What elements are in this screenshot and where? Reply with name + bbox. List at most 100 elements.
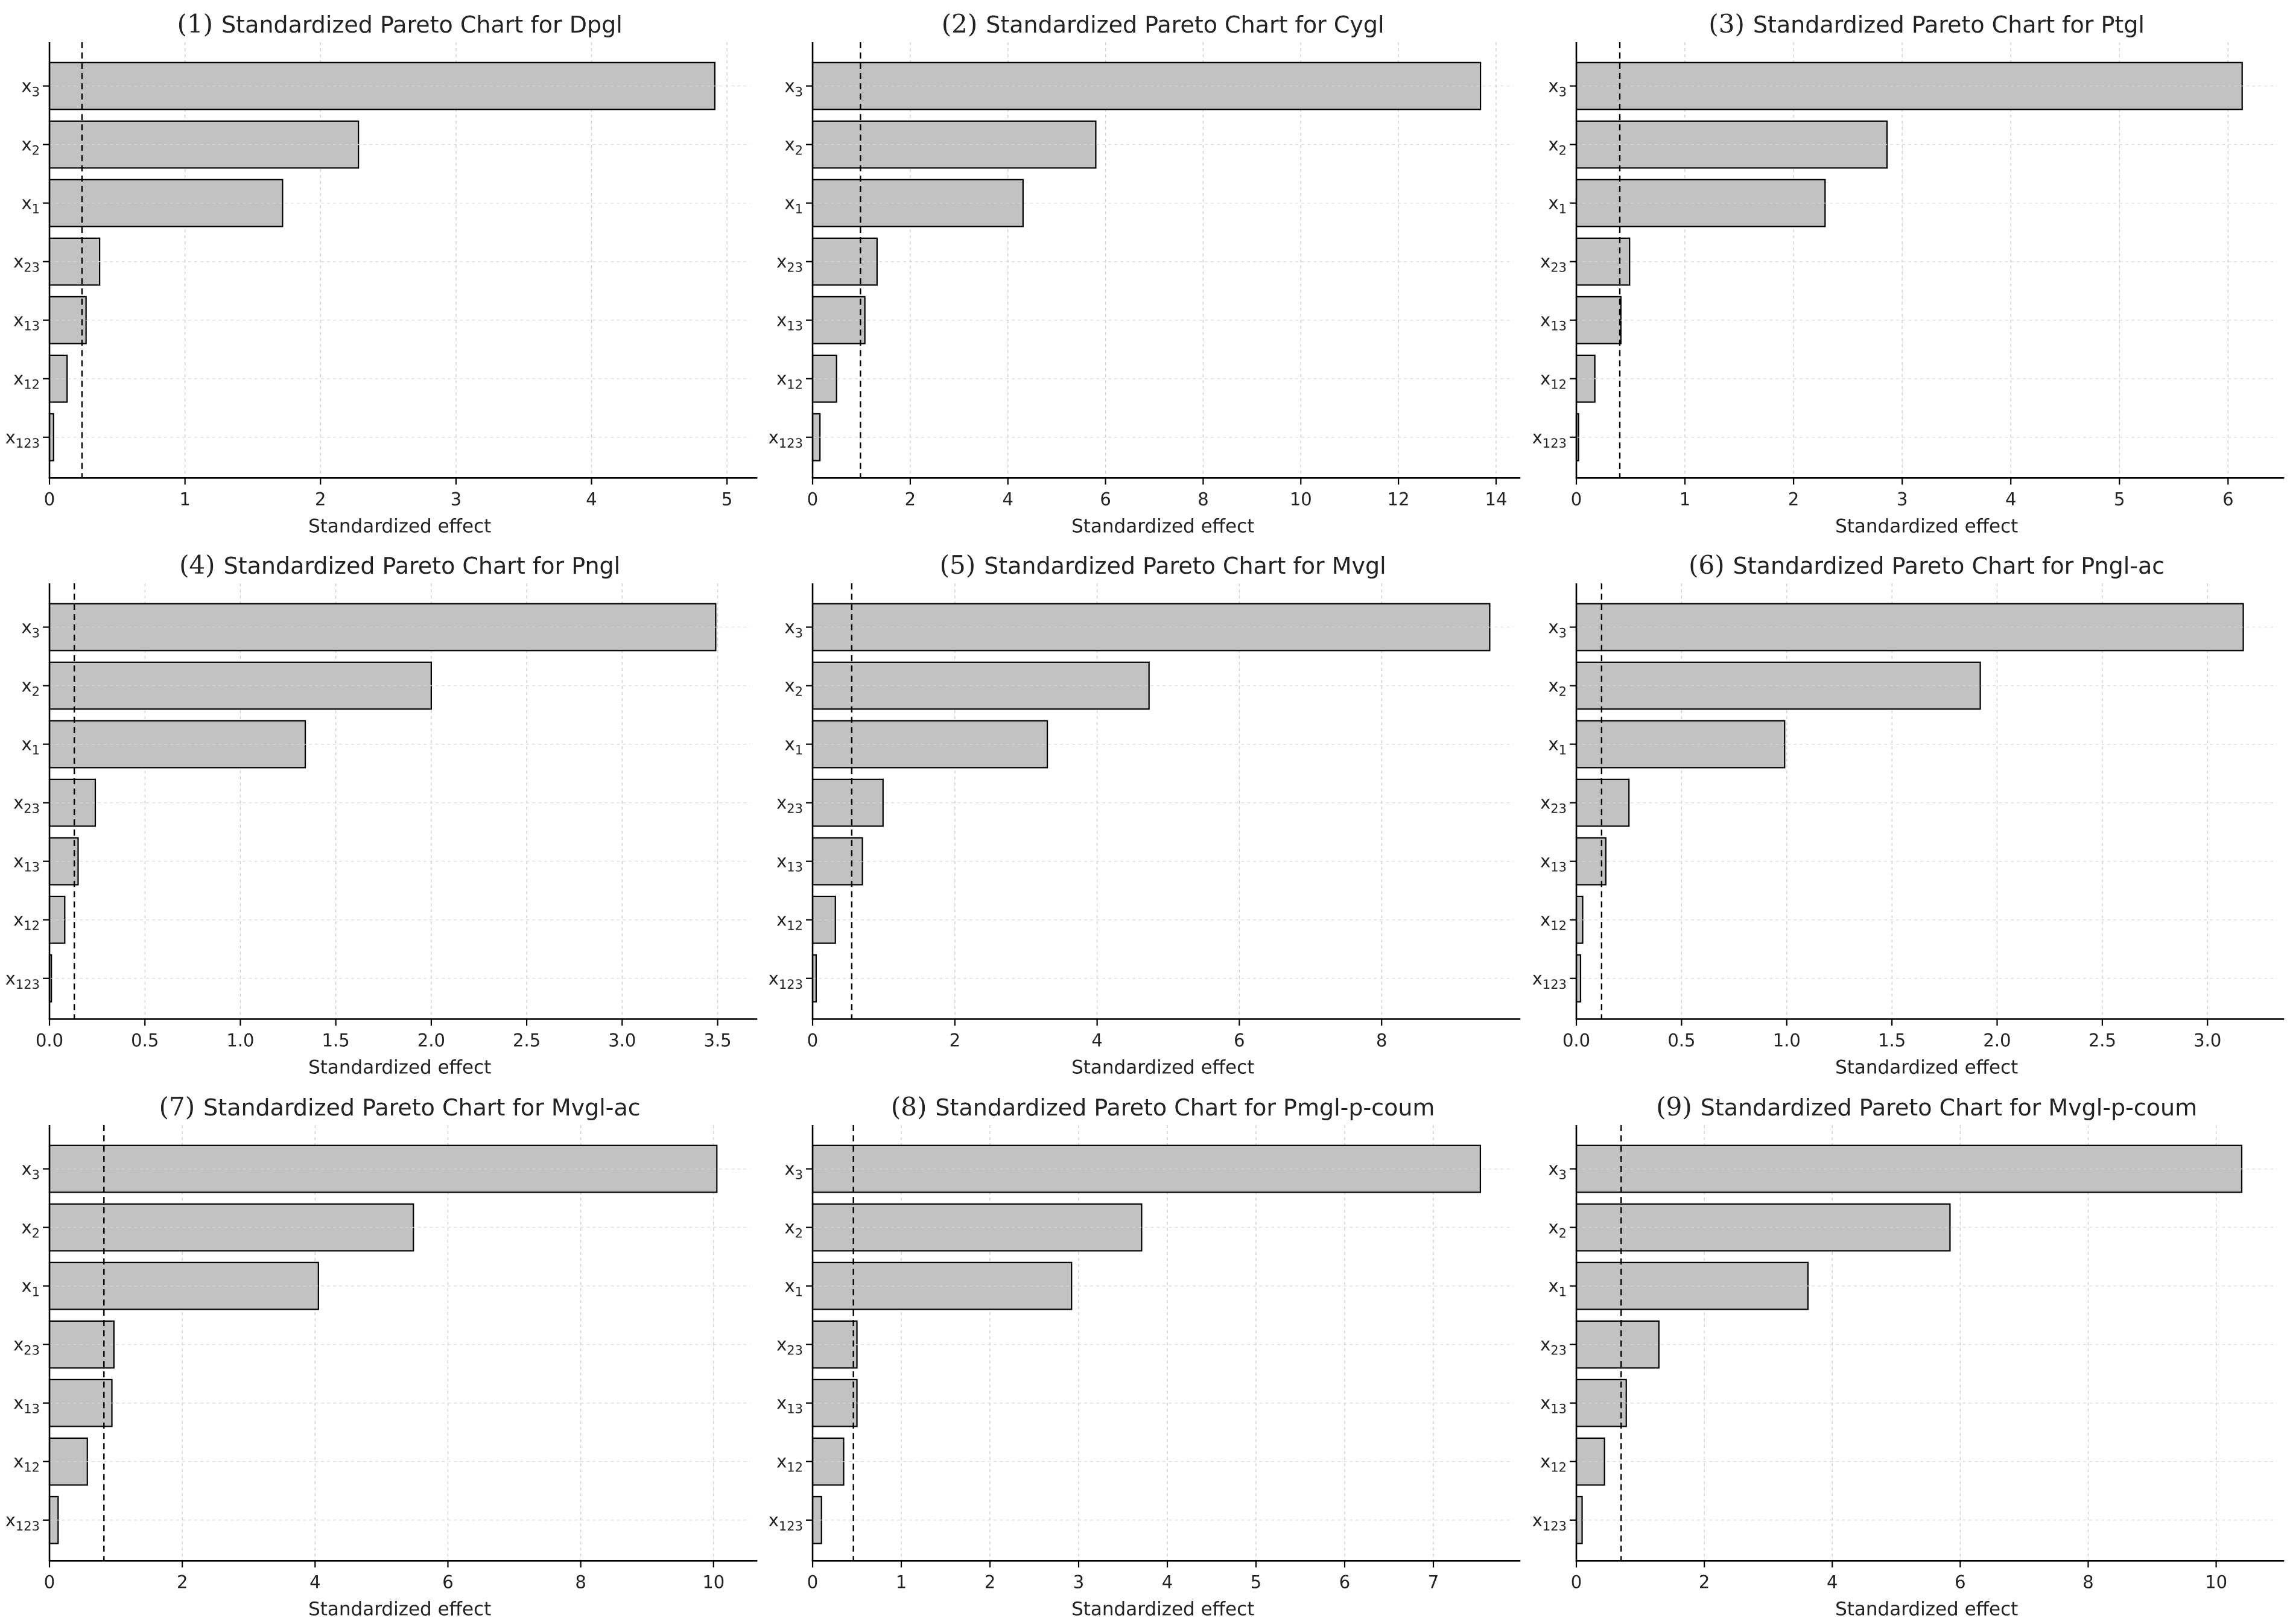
x-tick-label: 3	[1897, 489, 1908, 509]
x-tick-label: 5	[2114, 489, 2125, 509]
chart-cell-7: 0 2 4 6 8 10 x3 x2 x1 x23 x13 x12 x123 Standardized e…	[0, 1083, 763, 1624]
x-tick-label: 4	[2005, 489, 2016, 509]
y-tick-label: x12	[776, 1451, 803, 1474]
y-tick-label: x1	[1548, 193, 1567, 217]
y-tick-label: x3	[785, 1158, 804, 1182]
x-tick-label: 2	[905, 489, 916, 509]
y-tick-label: x3	[21, 617, 40, 641]
x-tick-label: 10	[702, 1572, 725, 1592]
y-tick-label: x1	[785, 193, 804, 217]
x-tick-label: 0	[807, 1572, 818, 1592]
x-tick-label: 0	[1570, 1572, 1581, 1592]
y-tick-label: x13	[776, 310, 803, 334]
y-tick-label: x23	[776, 252, 803, 275]
x-tick-label: 5	[722, 489, 732, 509]
chart-title: (7) Standardized Pareto Chart for Mvgl-ac	[159, 1092, 641, 1121]
x-tick-label: 3	[1073, 1572, 1084, 1592]
y-tick-label: x2	[1548, 676, 1567, 699]
pareto-chart-2: 0 2 4 6 8 10 12 14 x3 x2 x1 x23 x13 x12 x123 Standardiz…	[769, 9, 1521, 537]
y-tick-label: x12	[13, 910, 40, 933]
x-tick-label: 2.5	[513, 1030, 541, 1051]
x-tick-label: 2	[985, 1572, 995, 1592]
bar-x23	[812, 779, 884, 827]
y-tick-label: x23	[13, 1334, 40, 1357]
y-tick-label: x12	[1540, 1451, 1567, 1474]
chart-cell-3: 0 1 2 3 4 5 6 x3 x2 x1 x23 x13 x12 x123 Standardized e…	[1527, 0, 2290, 541]
x-tick-label: 4	[309, 1572, 320, 1592]
x-tick-label: 6	[2222, 489, 2233, 509]
chart-cell-6: 0.0 0.5 1.0 1.5 2.0 2.5 3.0 x3 x2 x1 x23 x13 x12 x123…	[1527, 541, 2290, 1082]
y-tick-label: x3	[785, 617, 804, 641]
chart-cell-1: 0 1 2 3 4 5 x3 x2 x1 x23 x13 x12 x123 Standardized ef…	[0, 0, 763, 541]
x-tick-label: 0.5	[1667, 1030, 1695, 1051]
x-tick-label: 2.5	[2088, 1030, 2116, 1051]
x-axis-label: Standardized effect	[1071, 1598, 1254, 1620]
y-tick-label: x2	[785, 1217, 804, 1240]
y-tick-label: x2	[21, 135, 40, 158]
pareto-chart-4: 0.0 0.5 1.0 1.5 2.0 2.5 3.0 3.5 x3 x2 x1 x23 x13 x12 x…	[5, 550, 758, 1079]
y-tick-label: x2	[21, 676, 40, 699]
y-tick-label: x123	[769, 427, 803, 451]
y-tick-label: x3	[1548, 1158, 1567, 1182]
x-axis-label: Standardized effect	[1835, 515, 2018, 537]
y-tick-label: x13	[13, 1392, 40, 1416]
x-tick-label: 5	[1251, 1572, 1261, 1592]
bar-x23	[812, 237, 878, 286]
x-tick-label: 6	[442, 1572, 453, 1592]
x-tick-label: 2	[315, 489, 326, 509]
y-tick-label: x12	[776, 369, 803, 392]
pareto-chart-8: 0 1 2 3 4 5 6 7 x3 x2 x1 x23 x13 x12 x123 Standardized …	[769, 1092, 1521, 1620]
y-tick-label: x3	[1548, 76, 1567, 100]
chart-title: (6) Standardized Pareto Chart for Pngl-ac	[1689, 550, 2165, 580]
chart-cell-2: 0 2 4 6 8 10 12 14 x3 x2 x1 x23 x13 x12 x123 Standardiz…	[763, 0, 1526, 541]
bar-x2	[48, 120, 360, 169]
x-tick-label: 8	[575, 1572, 586, 1592]
chart-cell-9: 0 2 4 6 8 10 x3 x2 x1 x23 x13 x12 x123 Standardized e…	[1527, 1083, 2290, 1624]
y-tick-label: x23	[1540, 1334, 1567, 1357]
chart-title: (5) Standardized Pareto Chart for Mvgl	[940, 550, 1386, 580]
y-tick-label: x1	[21, 193, 40, 217]
x-tick-label: 3.5	[703, 1030, 731, 1051]
x-tick-label: 7	[1428, 1572, 1439, 1592]
x-tick-label: 2.0	[417, 1030, 445, 1051]
x-tick-label: 1	[896, 1572, 907, 1592]
x-tick-label: 10	[1290, 489, 1312, 509]
chart-title: (4) Standardized Pareto Chart for Pngl	[179, 550, 620, 580]
x-tick-label: 1.5	[1878, 1030, 1906, 1051]
y-tick-label: x23	[1540, 252, 1567, 275]
y-tick-label: x23	[1540, 793, 1567, 816]
x-tick-label: 6	[1100, 489, 1111, 509]
y-tick-label: x2	[21, 1217, 40, 1240]
x-axis-label: Standardized effect	[308, 515, 491, 537]
x-axis-label: Standardized effect	[308, 1598, 491, 1620]
x-axis-label: Standardized effect	[1071, 515, 1254, 537]
x-tick-label: 6	[1234, 1030, 1245, 1051]
y-tick-label: x123	[1532, 1509, 1566, 1533]
chart-title: (1) Standardized Pareto Chart for Dpgl	[177, 9, 623, 39]
x-tick-label: 1	[179, 489, 190, 509]
y-tick-label: x123	[5, 968, 40, 992]
y-tick-label: x123	[769, 968, 803, 992]
y-tick-label: x13	[776, 851, 803, 875]
x-tick-label: 0.0	[1562, 1030, 1590, 1051]
x-tick-label: 4	[1162, 1572, 1173, 1592]
y-tick-label: x1	[785, 1275, 804, 1299]
y-tick-label: x3	[21, 76, 40, 100]
x-tick-label: 3.0	[2193, 1030, 2221, 1051]
x-tick-label: 0	[807, 1030, 818, 1051]
x-tick-label: 1.0	[226, 1030, 254, 1051]
y-tick-label: x23	[776, 1334, 803, 1357]
x-tick-label: 0.0	[36, 1030, 63, 1051]
y-tick-label: x2	[1548, 1217, 1567, 1240]
x-tick-label: 10	[2205, 1572, 2227, 1592]
y-tick-label: x13	[13, 310, 40, 334]
y-tick-label: x123	[5, 427, 40, 451]
y-tick-label: x2	[785, 676, 804, 699]
x-tick-label: 8	[2082, 1572, 2093, 1592]
y-tick-label: x3	[1548, 617, 1567, 641]
chart-title: (9) Standardized Pareto Chart for Mvgl-p-…	[1656, 1092, 2197, 1121]
x-axis-label: Standardized effect	[1835, 1057, 2018, 1079]
x-tick-label: 2	[177, 1572, 188, 1592]
x-tick-label: 8	[1376, 1030, 1387, 1051]
